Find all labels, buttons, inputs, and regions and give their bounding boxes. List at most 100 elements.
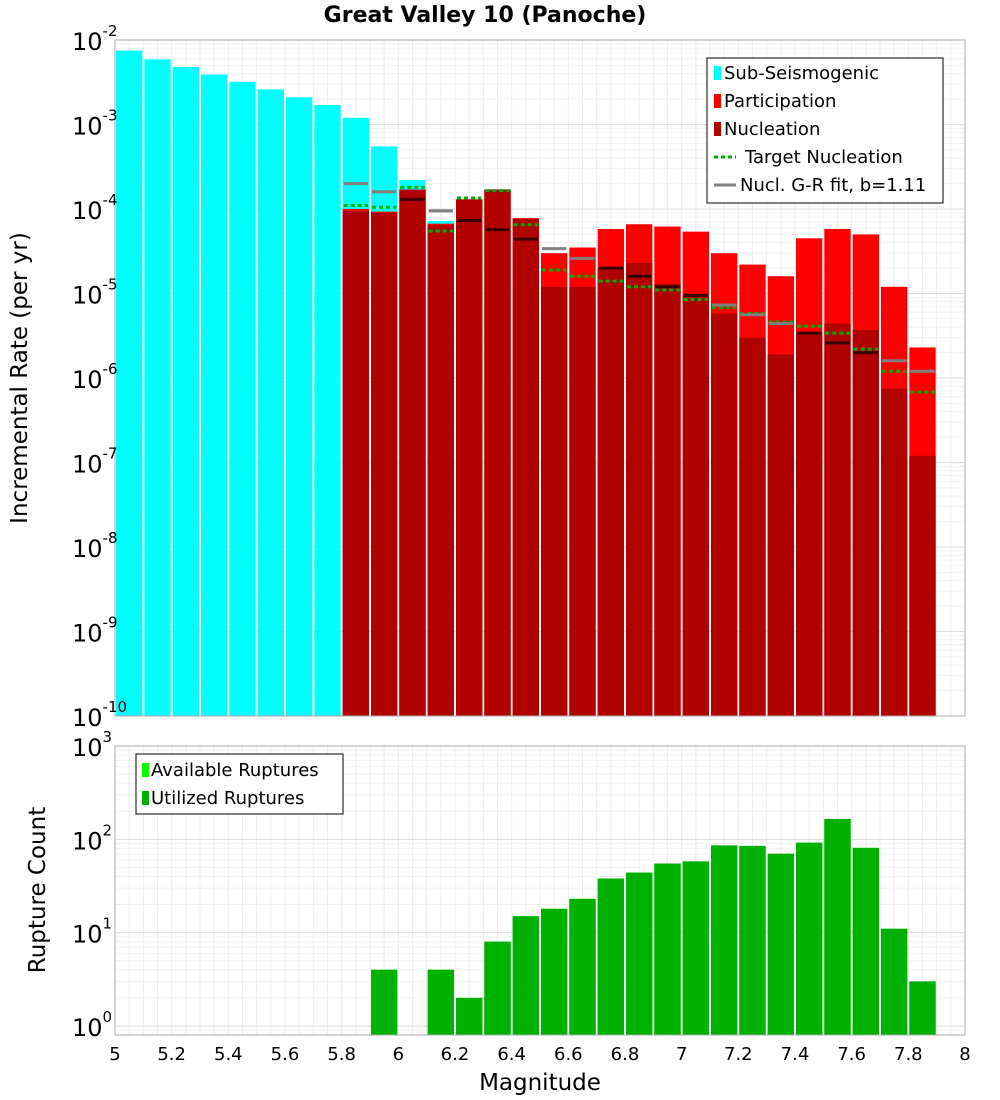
rate-y-tick-exponent: -10: [103, 698, 128, 716]
x-tick-label: 6: [393, 1044, 404, 1065]
nucleation-bar: [739, 337, 766, 716]
x-tick-label: 8: [959, 1044, 970, 1065]
nucleation-bar: [626, 262, 653, 716]
x-tick-label: 5: [109, 1044, 120, 1065]
x-tick-label: 7.2: [724, 1044, 753, 1065]
x-tick-label: 5.8: [327, 1044, 356, 1065]
x-tick-label: 6.8: [611, 1044, 640, 1065]
sub-seismogenic-bar: [257, 89, 284, 716]
rate-y-tick-exponent: -9: [103, 614, 118, 632]
x-tick-label: 7.6: [837, 1044, 866, 1065]
utilized-ruptures-bar: [739, 845, 766, 1035]
count-y-tick-exponent: 0: [103, 1008, 113, 1026]
rate-y-tick-base: 10: [72, 535, 103, 563]
count-x-ticks: 5 5.2 5.4 5.6 5.8 6 6.2 6.4 6.6 6.8 7 7.2 7.4 7.6 7.8 8: [109, 1044, 970, 1065]
count-y-tick-base: 10: [72, 921, 103, 949]
x-tick-label: 7.4: [781, 1044, 810, 1065]
rate-y-tick-exponent: -6: [103, 360, 118, 378]
utilized-ruptures-bar: [626, 872, 653, 1035]
nucleation-bar: [371, 212, 398, 716]
utilized-ruptures-bar: [569, 898, 596, 1035]
utilized-ruptures-bar: [796, 842, 823, 1035]
sub-seismogenic-bar: [144, 59, 171, 716]
utilized-ruptures-bar: [484, 941, 511, 1035]
rate-y-tick-label: 10-9: [72, 614, 118, 648]
available-ruptures-legend-label: Available Ruptures: [151, 760, 319, 781]
rate-y-tick-base: 10: [72, 366, 103, 394]
nucleation-bar: [767, 354, 794, 716]
utilized-ruptures-legend-swatch: [142, 791, 149, 805]
rate-y-tick-base: 10: [72, 451, 103, 479]
rate-y-tick-base: 10: [72, 620, 103, 648]
utilized-ruptures-legend-label: Utilized Ruptures: [151, 788, 304, 809]
rate-y-tick-label: 10-5: [72, 276, 118, 310]
rate-y-tick-exponent: -7: [103, 445, 118, 463]
rate-y-tick-exponent: -5: [103, 276, 118, 294]
sub-seismogenic-bar: [116, 50, 143, 717]
rate-legend: Sub-Seismogenic Participation Nucleation Ta…: [706, 57, 944, 204]
sub-seismogenic-legend-swatch: [714, 66, 721, 80]
chart-title: Great Valley 10 (Panoche): [324, 3, 647, 28]
rate-y-tick-label: 10-8: [72, 529, 118, 563]
utilized-ruptures-bar: [682, 861, 709, 1035]
rate-plot-frame: [114, 39, 966, 717]
rate-y-tick-label: 10-7: [72, 445, 118, 479]
nucleation-bar: [512, 219, 539, 716]
nucleation-bar: [427, 225, 454, 716]
utilized-ruptures-bar: [824, 819, 851, 1035]
utilized-ruptures-bar: [541, 908, 568, 1035]
rate-y-tick-exponent: -3: [103, 107, 118, 125]
x-tick-label: 7: [676, 1044, 687, 1065]
sub-seismogenic-bar: [286, 97, 313, 717]
utilized-ruptures-bar: [456, 997, 483, 1035]
nucleation-bar: [541, 286, 568, 716]
x-tick-label: 5.4: [214, 1044, 243, 1065]
nucleation-legend-label: Nucleation: [724, 119, 820, 140]
rate-step-lines: [343, 182, 935, 394]
x-axis-label: Magnitude: [479, 1070, 601, 1096]
rate-y-tick-base: 10: [72, 197, 103, 225]
rate-y-tick-label: 10-2: [72, 22, 118, 56]
rate-y-axis-label: Incremental Rate (per yr): [7, 232, 33, 524]
nucleation-bar: [597, 268, 624, 716]
nucleation-bar: [881, 388, 908, 716]
x-tick-label: 6.4: [497, 1044, 526, 1065]
rate-y-tick-label: 10-4: [72, 191, 118, 225]
nucleation-legend-swatch: [714, 122, 721, 136]
utilized-ruptures-bar: [711, 845, 738, 1035]
x-tick-label: 7.8: [894, 1044, 923, 1065]
nucleation-bar: [796, 332, 823, 716]
rate-legend-box: [706, 57, 944, 204]
x-tick-label: 6.6: [554, 1044, 583, 1065]
nucleation-bar: [824, 323, 851, 716]
sub-seismogenic-bar: [172, 66, 199, 716]
rate-y-tick-exponent: -8: [103, 529, 118, 547]
nucleation-bar: [456, 199, 483, 717]
rate-y-tick-label: 10-10: [72, 698, 127, 732]
count-y-tick-base: 10: [72, 1014, 103, 1042]
sub-seismogenic-bar: [201, 74, 228, 716]
count-y-tick-label: 100: [72, 1008, 112, 1042]
nucl-g-r-fit-b-1-11-legend-label: Nucl. G-R fit, b=1.11: [740, 175, 926, 196]
utilized-ruptures-bar: [767, 853, 794, 1035]
utilized-ruptures-bar: [909, 981, 936, 1035]
count-y-tick-label: 101: [72, 915, 112, 949]
participation-legend-swatch: [714, 94, 721, 108]
count-y-tick-exponent: 2: [103, 821, 113, 839]
count-plot-frame: [114, 745, 966, 1036]
sub-seismogenic-bar: [229, 81, 256, 717]
utilized-ruptures-bar: [881, 928, 908, 1035]
target-nucleation-legend-label: Target Nucleation: [744, 147, 903, 168]
rate-y-tick-label: 10-6: [72, 360, 118, 394]
sub-seismogenic-bar: [314, 105, 341, 716]
count-y-tick-base: 10: [72, 734, 103, 762]
count-legend-box: [135, 753, 344, 815]
rate-y-tick-base: 10: [72, 113, 103, 141]
rate-bars: [116, 50, 936, 717]
x-tick-label: 5.2: [157, 1044, 186, 1065]
count-legend: Available Ruptures Utilized Ruptures: [135, 753, 344, 815]
nucleation-bar: [569, 286, 596, 716]
count-y-axis-label: Rupture Count: [25, 807, 51, 973]
